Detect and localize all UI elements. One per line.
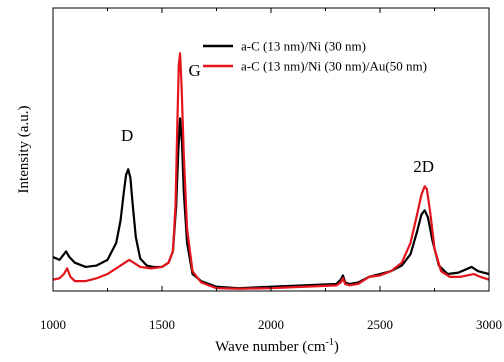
y-axis-title: Intensity (a.u.) <box>16 106 32 194</box>
x-axis-title: Wave number (cm-1) <box>215 337 339 355</box>
legend-label-2: a-C (13 nm)/Ni (30 nm)/Au(50 nm) <box>241 59 427 74</box>
series-line-2 <box>53 52 489 290</box>
peak-label-d: D <box>121 126 133 145</box>
x-tick-label: 1500 <box>149 317 175 332</box>
series-layer <box>53 52 489 290</box>
x-tick-label: 2000 <box>258 317 284 332</box>
x-tick-label: 2500 <box>367 317 393 332</box>
legend: a-C (13 nm)/Ni (30 nm) a-C (13 nm)/Ni (30… <box>203 39 427 74</box>
x-tick-label: 1000 <box>40 317 66 332</box>
x-tick-label: 3000 <box>476 317 502 332</box>
annotation-layer: D G 2D <box>121 61 434 176</box>
series-line-1 <box>53 117 489 290</box>
peak-label-g: G <box>189 61 201 80</box>
legend-label-1: a-C (13 nm)/Ni (30 nm) <box>241 39 366 54</box>
axis-layer: 1000 1500 2000 2500 3000 Wave number (cm-1) In… <box>16 7 502 355</box>
peak-label-2d: 2D <box>413 157 434 176</box>
